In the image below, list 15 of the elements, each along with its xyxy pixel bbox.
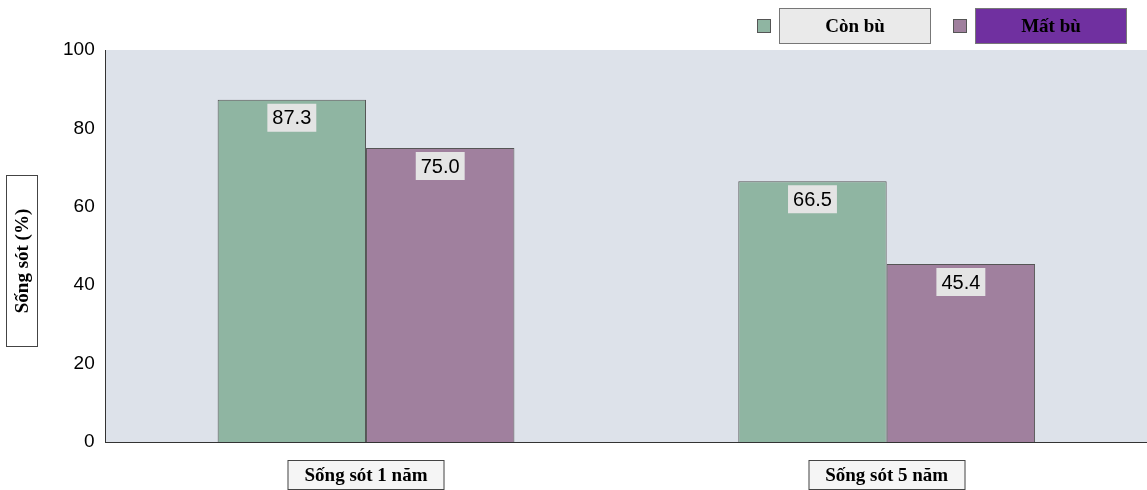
text: Còn bù bbox=[779, 8, 931, 44]
x-tick-label: Sống sót 1 năm bbox=[287, 460, 445, 490]
y-tick-label: 0 bbox=[84, 430, 95, 452]
y-tick-label: 100 bbox=[63, 38, 95, 60]
text: Mất bù bbox=[975, 8, 1127, 44]
data-label: 45.4 bbox=[941, 270, 981, 293]
y-tick-label: 80 bbox=[73, 116, 95, 138]
y-axis-title: Sống sót (%) bbox=[11, 208, 33, 314]
y-tick-label: 20 bbox=[73, 351, 95, 373]
data-label: 75.0 bbox=[420, 154, 460, 177]
data-label: 87.3 bbox=[272, 106, 312, 129]
x-tick-label: Sống sót 5 năm bbox=[808, 460, 966, 490]
data-label: 66.5 bbox=[793, 187, 832, 210]
y-tick-label: 40 bbox=[73, 273, 95, 295]
y-tick-label: 60 bbox=[73, 195, 95, 217]
